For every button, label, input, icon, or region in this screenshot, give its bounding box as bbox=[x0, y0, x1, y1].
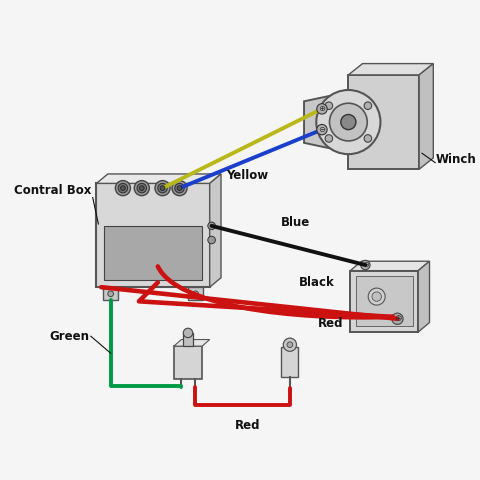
Text: Blue: Blue bbox=[280, 216, 310, 229]
Circle shape bbox=[341, 115, 356, 130]
Circle shape bbox=[364, 102, 372, 109]
Bar bbox=[350, 271, 418, 332]
Circle shape bbox=[115, 180, 131, 196]
Bar bbox=[104, 226, 202, 280]
Circle shape bbox=[392, 313, 403, 324]
Circle shape bbox=[137, 183, 146, 193]
Circle shape bbox=[155, 180, 170, 196]
Bar bbox=[96, 183, 210, 287]
Polygon shape bbox=[174, 339, 210, 346]
Circle shape bbox=[108, 291, 113, 297]
Circle shape bbox=[177, 186, 182, 191]
Circle shape bbox=[372, 292, 382, 301]
Circle shape bbox=[193, 291, 198, 297]
Circle shape bbox=[175, 183, 184, 193]
Text: ⊖: ⊖ bbox=[362, 261, 369, 269]
Text: Contral Box: Contral Box bbox=[14, 184, 92, 197]
Polygon shape bbox=[418, 261, 430, 332]
Polygon shape bbox=[419, 63, 433, 169]
Bar bbox=[348, 75, 419, 169]
Circle shape bbox=[364, 135, 372, 142]
Text: Black: Black bbox=[300, 276, 335, 289]
Circle shape bbox=[317, 104, 327, 114]
Text: Green: Green bbox=[49, 330, 89, 343]
Circle shape bbox=[317, 124, 327, 135]
Circle shape bbox=[287, 342, 293, 348]
Circle shape bbox=[172, 180, 187, 196]
Bar bbox=[103, 287, 118, 300]
Text: ⊕: ⊕ bbox=[394, 314, 401, 323]
Circle shape bbox=[325, 102, 333, 109]
Circle shape bbox=[360, 260, 370, 270]
Text: ⊕: ⊕ bbox=[318, 104, 325, 113]
Circle shape bbox=[158, 183, 167, 193]
Circle shape bbox=[329, 103, 367, 141]
Circle shape bbox=[283, 338, 297, 351]
Bar bbox=[356, 276, 412, 326]
Polygon shape bbox=[350, 261, 430, 271]
Text: Yellow: Yellow bbox=[227, 168, 268, 181]
Circle shape bbox=[325, 135, 333, 142]
Bar bbox=[281, 347, 299, 377]
Polygon shape bbox=[210, 174, 221, 287]
Circle shape bbox=[118, 183, 128, 193]
Text: Red: Red bbox=[235, 419, 260, 432]
Circle shape bbox=[208, 236, 216, 244]
Circle shape bbox=[139, 186, 144, 191]
Circle shape bbox=[134, 180, 149, 196]
Text: Red: Red bbox=[318, 317, 344, 330]
Polygon shape bbox=[348, 63, 433, 75]
Bar bbox=[174, 346, 202, 379]
Circle shape bbox=[160, 186, 165, 191]
Circle shape bbox=[368, 288, 385, 305]
Circle shape bbox=[316, 90, 381, 154]
Text: ⊖: ⊖ bbox=[318, 125, 325, 134]
Circle shape bbox=[208, 222, 216, 229]
Circle shape bbox=[183, 328, 193, 337]
Polygon shape bbox=[96, 174, 221, 183]
Polygon shape bbox=[304, 92, 348, 152]
Bar bbox=[183, 333, 193, 346]
Text: Winch: Winch bbox=[436, 153, 477, 166]
Circle shape bbox=[120, 186, 125, 191]
Bar bbox=[188, 287, 203, 300]
